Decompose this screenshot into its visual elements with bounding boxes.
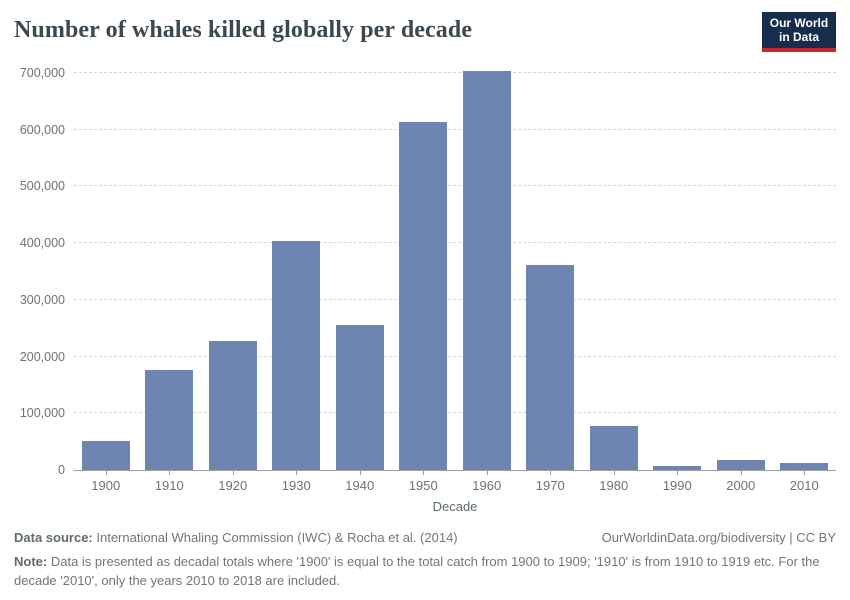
- x-tick-mark: [105, 471, 107, 475]
- bar-1980: [589, 426, 638, 470]
- x-tick-mark: [232, 471, 234, 475]
- bar-slot-1980: [582, 65, 646, 470]
- bar-slot-1940: [328, 65, 392, 470]
- bar-1960: [462, 71, 511, 470]
- owid-logo-line1: Our World: [769, 16, 829, 30]
- footnote: Note: Data is presented as decadal total…: [14, 552, 834, 590]
- y-axis-tick-label: 200,000: [19, 349, 65, 364]
- footnote-label: Note:: [14, 554, 48, 569]
- bar-1910: [145, 370, 194, 470]
- x-tick-mark: [423, 471, 425, 475]
- bar-chart: 0 100,000 200,000 300,000 400,000 500,000 600,…: [14, 65, 836, 514]
- x-axis-tick-label: 2000: [709, 471, 773, 493]
- x-tick-mark: [486, 471, 488, 475]
- bars-layer: [74, 65, 836, 470]
- gridline: [74, 185, 836, 187]
- bar-2010: [780, 462, 829, 470]
- x-tick-mark: [740, 471, 742, 475]
- gridline: [74, 298, 836, 300]
- bar-slot-1950: [392, 65, 456, 470]
- x-axis-tick-label: 1960: [455, 471, 519, 493]
- x-tick-mark: [613, 471, 615, 475]
- x-axis-tick-label: 1970: [519, 471, 583, 493]
- x-tick-mark: [677, 471, 679, 475]
- bar-slot-1910: [138, 65, 202, 470]
- x-axis-tick-label: 1930: [265, 471, 329, 493]
- x-axis-title: Decade: [432, 499, 478, 514]
- bar-1920: [208, 340, 257, 470]
- bar-slot-1920: [201, 65, 265, 470]
- x-tick-mark: [296, 471, 298, 475]
- bar-slot-1900: [74, 65, 138, 470]
- data-source-label: Data source:: [14, 530, 93, 545]
- bar-1990: [653, 466, 702, 470]
- plot-area: 0 100,000 200,000 300,000 400,000 500,000 600,…: [20, 65, 836, 477]
- x-axis-tick-label: 2010: [773, 471, 837, 493]
- bar-slot-2010: [773, 65, 837, 470]
- x-axis-tick-label: 1940: [328, 471, 392, 493]
- bar-slot-1960: [455, 65, 519, 470]
- y-axis-tick-label: 100,000: [19, 406, 65, 421]
- source-row: Data source: International Whaling Commi…: [14, 530, 836, 545]
- y-axis-tick-label: 400,000: [19, 236, 65, 251]
- owid-logo: Our World in Data: [762, 12, 836, 52]
- x-tick-mark: [359, 471, 361, 475]
- bar-1900: [81, 440, 130, 470]
- y-axis-tick-label: 500,000: [19, 179, 65, 194]
- attribution-link[interactable]: OurWorldinData.org/biodiversity | CC BY: [601, 530, 836, 545]
- x-tick-mark: [169, 471, 171, 475]
- y-axis-tick-label: 0: [58, 463, 65, 477]
- x-tick-mark: [550, 471, 552, 475]
- owid-logo-line2: in Data: [778, 30, 819, 44]
- footnote-text: Data is presented as decadal totals wher…: [14, 554, 820, 588]
- x-axis-tick-label: 1990: [646, 471, 710, 493]
- bar-slot-1970: [519, 65, 583, 470]
- chart-header: Number of whales killed globally per dec…: [14, 12, 836, 56]
- gridline: [74, 242, 836, 244]
- x-axis-tick-label: 1910: [138, 471, 202, 493]
- x-axis-tick-label: 1950: [392, 471, 456, 493]
- chart-footer: Data source: International Whaling Commi…: [14, 530, 836, 590]
- data-source-text: International Whaling Commission (IWC) &…: [96, 530, 458, 545]
- data-source: Data source: International Whaling Commi…: [14, 530, 458, 545]
- x-axis: 1900 1910 1920 1930 1940 1950 1960 1970 1980 1990…: [74, 471, 836, 493]
- bar-1970: [526, 264, 575, 470]
- x-axis-tick-label: 1920: [201, 471, 265, 493]
- bar-slot-2000: [709, 65, 773, 470]
- y-axis-tick-label: 700,000: [19, 66, 65, 80]
- x-tick-mark: [804, 471, 806, 475]
- bar-slot-1930: [265, 65, 329, 470]
- bar-2000: [716, 460, 765, 470]
- page-title: Number of whales killed globally per dec…: [14, 17, 473, 43]
- x-axis-tick-label: 1900: [74, 471, 138, 493]
- bar-slot-1990: [646, 65, 710, 470]
- gridline: [74, 72, 836, 73]
- y-axis-tick-label: 600,000: [19, 122, 65, 137]
- x-axis-tick-label: 1980: [582, 471, 646, 493]
- bar-1950: [399, 122, 448, 470]
- bar-1930: [272, 241, 321, 470]
- gridline: [74, 355, 836, 357]
- bar-1940: [335, 324, 384, 470]
- gridline: [74, 128, 836, 130]
- gridline: [74, 412, 836, 414]
- y-axis-tick-label: 300,000: [19, 292, 65, 307]
